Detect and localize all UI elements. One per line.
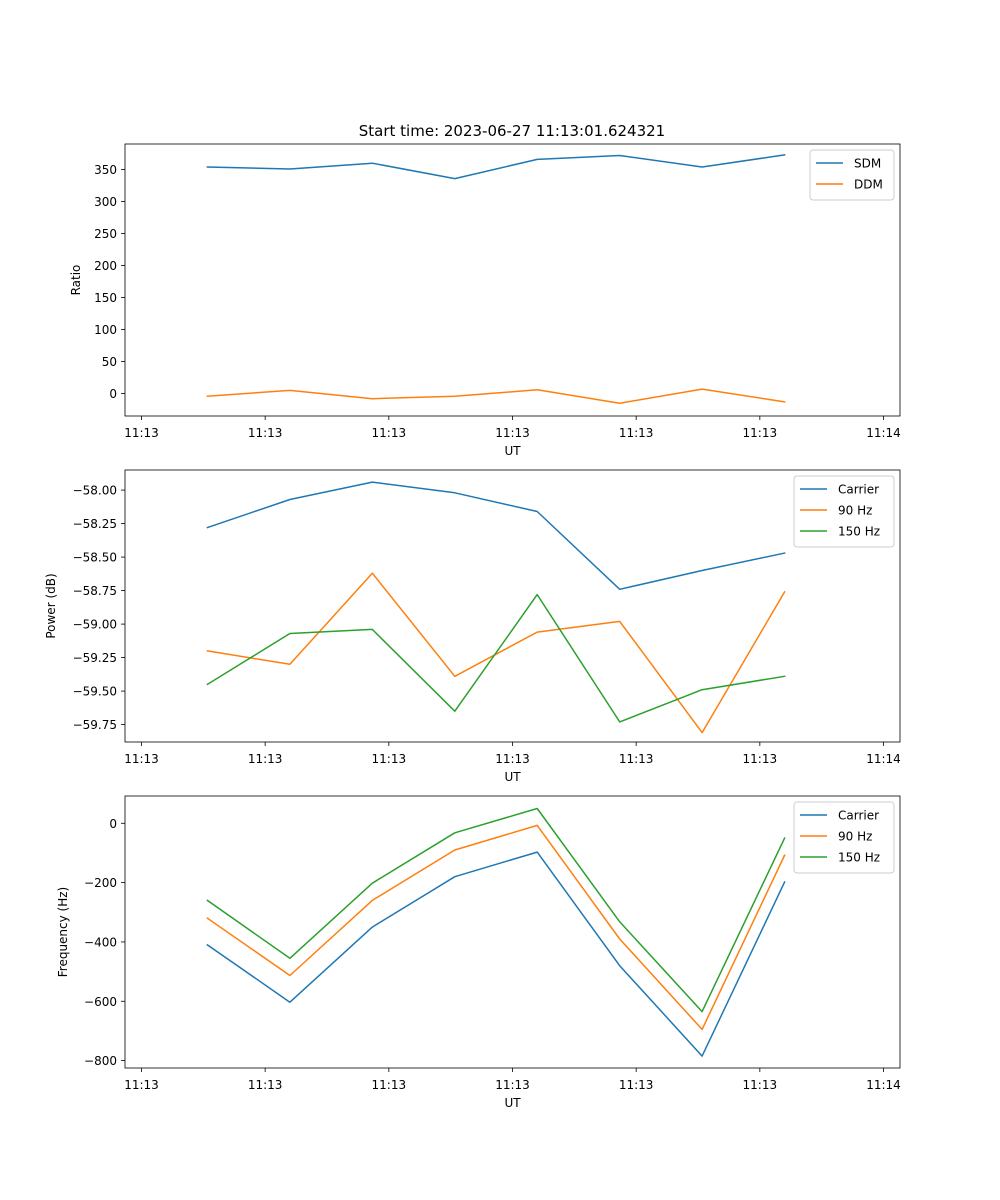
x-axis-label: UT: [504, 444, 521, 458]
y-tick-label: 250: [94, 227, 117, 241]
x-tick-label: 11:13: [372, 1078, 407, 1092]
x-tick-label: 11:13: [124, 752, 159, 766]
series-line-90-hz: [206, 824, 786, 1031]
legend-label: 90 Hz: [838, 504, 872, 518]
series-line-90-hz: [206, 572, 786, 734]
y-axis-label: Power (dB): [44, 573, 58, 638]
x-axis-label: UT: [504, 770, 521, 784]
series-line-ddm: [206, 388, 786, 404]
legend-label: Carrier: [838, 483, 879, 497]
y-tick-label: −59.50: [73, 685, 117, 699]
y-tick-label: 350: [94, 163, 117, 177]
legend-label: 90 Hz: [838, 830, 872, 844]
x-tick-label: 11:13: [619, 426, 654, 440]
chart-panel-2: 11:13 11:13 11:13 11:13 11:13 11:13 11:14 −59.7…: [44, 469, 901, 784]
y-tick-label: −59.00: [73, 618, 117, 632]
panels: 11:13 11:13 11:13 11:13 11:13 11:13 11:14 0 50 10…: [44, 143, 901, 1110]
x-tick-label: 11:13: [619, 1078, 654, 1092]
legend-label: SDM: [854, 157, 881, 171]
legend: Carrier 90 Hz 150 Hz: [793, 801, 895, 874]
x-tick-label: 11:13: [743, 426, 778, 440]
chart-panel-1: 11:13 11:13 11:13 11:13 11:13 11:13 11:14 0 50 10…: [69, 143, 901, 458]
legend-label: 150 Hz: [838, 525, 880, 539]
x-tick-label: 11:13: [372, 752, 407, 766]
y-tick-label: 0: [109, 387, 117, 401]
y-tick-label: 150: [94, 291, 117, 305]
y-tick-label: −58.75: [73, 584, 117, 598]
y-tick-label: −59.25: [73, 651, 117, 665]
y-tick-label: −58.00: [73, 484, 117, 498]
legend: SDM DDM: [809, 149, 895, 201]
y-tick-label: −800: [84, 1054, 117, 1068]
x-tick-label: 11:13: [248, 426, 283, 440]
y-tick-label: −600: [84, 995, 117, 1009]
legend-label: 150 Hz: [838, 851, 880, 865]
x-tick-label: 11:14: [866, 752, 901, 766]
legend-box: [793, 475, 895, 548]
y-tick-label: −400: [84, 935, 117, 949]
chart-panel-3: 11:13 11:13 11:13 11:13 11:13 11:13 11:14 −800 −…: [56, 795, 901, 1110]
y-tick-label: 100: [94, 323, 117, 337]
x-tick-label: 11:13: [495, 1078, 530, 1092]
y-tick-label: −59.75: [73, 718, 117, 732]
y-tick-label: 0: [109, 817, 117, 831]
x-tick-label: 11:14: [866, 426, 901, 440]
x-tick-label: 11:13: [124, 1078, 159, 1092]
y-tick-label: 50: [102, 355, 117, 369]
series-line-150-hz: [206, 807, 786, 1013]
x-axis-label: UT: [504, 1096, 521, 1110]
y-tick-label: −58.50: [73, 551, 117, 565]
x-tick-label: 11:13: [743, 1078, 778, 1092]
legend-label: DDM: [854, 178, 883, 192]
series-line-carrier: [206, 851, 786, 1057]
series-line-sdm: [206, 154, 786, 180]
y-tick-label: −200: [84, 876, 117, 890]
x-tick-label: 11:13: [619, 752, 654, 766]
y-tick-label: 200: [94, 259, 117, 273]
x-tick-label: 11:14: [866, 1078, 901, 1092]
x-tick-label: 11:13: [248, 752, 283, 766]
legend-box: [809, 149, 895, 201]
legend-label: Carrier: [838, 809, 879, 823]
x-tick-label: 11:13: [743, 752, 778, 766]
series-line-150-hz: [206, 593, 786, 723]
x-tick-label: 11:13: [495, 752, 530, 766]
x-tick-label: 11:13: [248, 1078, 283, 1092]
y-tick-label: −58.25: [73, 517, 117, 531]
series-line-carrier: [206, 481, 786, 591]
figure-title: Start time: 2023-06-27 11:13:01.624321: [359, 122, 665, 140]
legend: Carrier 90 Hz 150 Hz: [793, 475, 895, 548]
x-tick-label: 11:13: [124, 426, 159, 440]
x-tick-label: 11:13: [495, 426, 530, 440]
y-axis-label: Frequency (Hz): [56, 887, 70, 978]
y-tick-label: 300: [94, 195, 117, 209]
x-tick-label: 11:13: [372, 426, 407, 440]
y-axis-label: Ratio: [69, 265, 83, 296]
legend-box: [793, 801, 895, 874]
